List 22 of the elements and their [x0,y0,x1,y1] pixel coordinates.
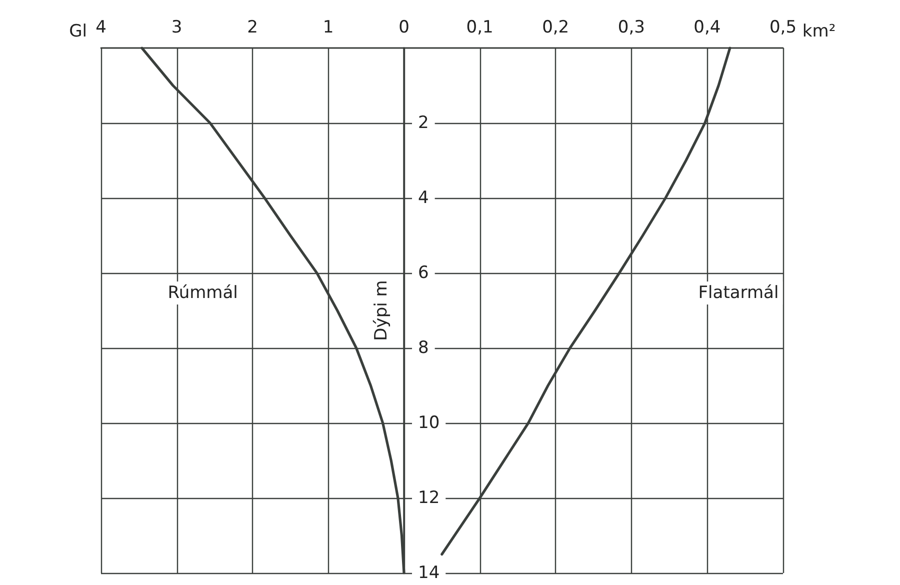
x-tick-label: 0,2 [542,18,570,38]
y-tick-label: 14 [418,563,440,583]
y-tick-label: 6 [418,263,429,283]
text: Flatarmál [698,283,779,303]
x-tick-label: 2 [247,18,258,38]
text: Rúmmál [168,283,238,303]
y-tick-label: 12 [418,488,440,508]
x-axis-title: km² [802,22,836,42]
y-tick-label: 8 [418,338,429,358]
x-tick-label: 4 [96,18,106,38]
x-tick-label: 0,1 [466,18,494,38]
x-tick-label: 0,3 [618,18,645,38]
y-axis-title: Dýpi m [372,280,392,341]
y-tick-label: 10 [418,413,440,433]
x-tick-label: 0,5 [769,18,797,38]
x-tick-label: 0 [398,18,410,38]
x-tick-label: 1 [322,18,334,38]
x-tick-label: 3 [171,18,182,38]
y-tick-label: 2 [418,113,429,133]
y-tick-label: 4 [418,188,429,208]
x-axis-title: Gl [69,22,87,42]
x-tick-label: 0,4 [694,18,721,38]
